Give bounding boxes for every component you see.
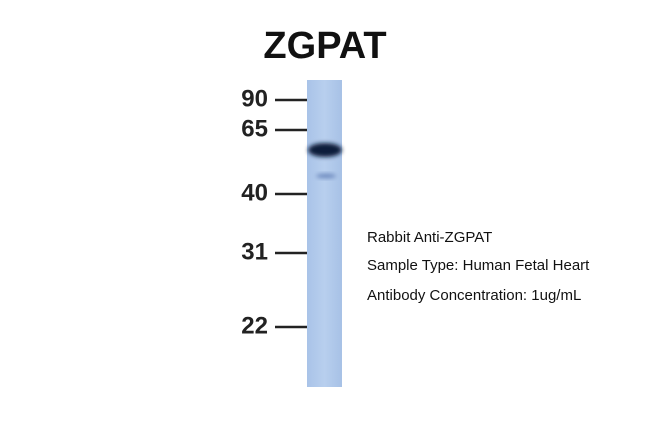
- annotation: Rabbit Anti-ZGPAT: [367, 229, 492, 246]
- title: ZGPAT: [263, 25, 386, 67]
- marker-label: 65: [241, 115, 268, 142]
- annotation: Antibody Concentration: 1ug/mL: [367, 287, 581, 304]
- faint-band: [316, 173, 336, 179]
- marker-label: 40: [241, 179, 268, 206]
- marker-label: 90: [241, 85, 268, 112]
- blot-lane: [307, 80, 342, 387]
- annotation: Sample Type: Human Fetal Heart: [367, 257, 590, 274]
- main-band: [308, 143, 342, 157]
- marker-ladder: 90 65 40 31 22: [241, 85, 307, 339]
- marker-label: 31: [241, 238, 268, 265]
- marker-label: 22: [241, 312, 268, 339]
